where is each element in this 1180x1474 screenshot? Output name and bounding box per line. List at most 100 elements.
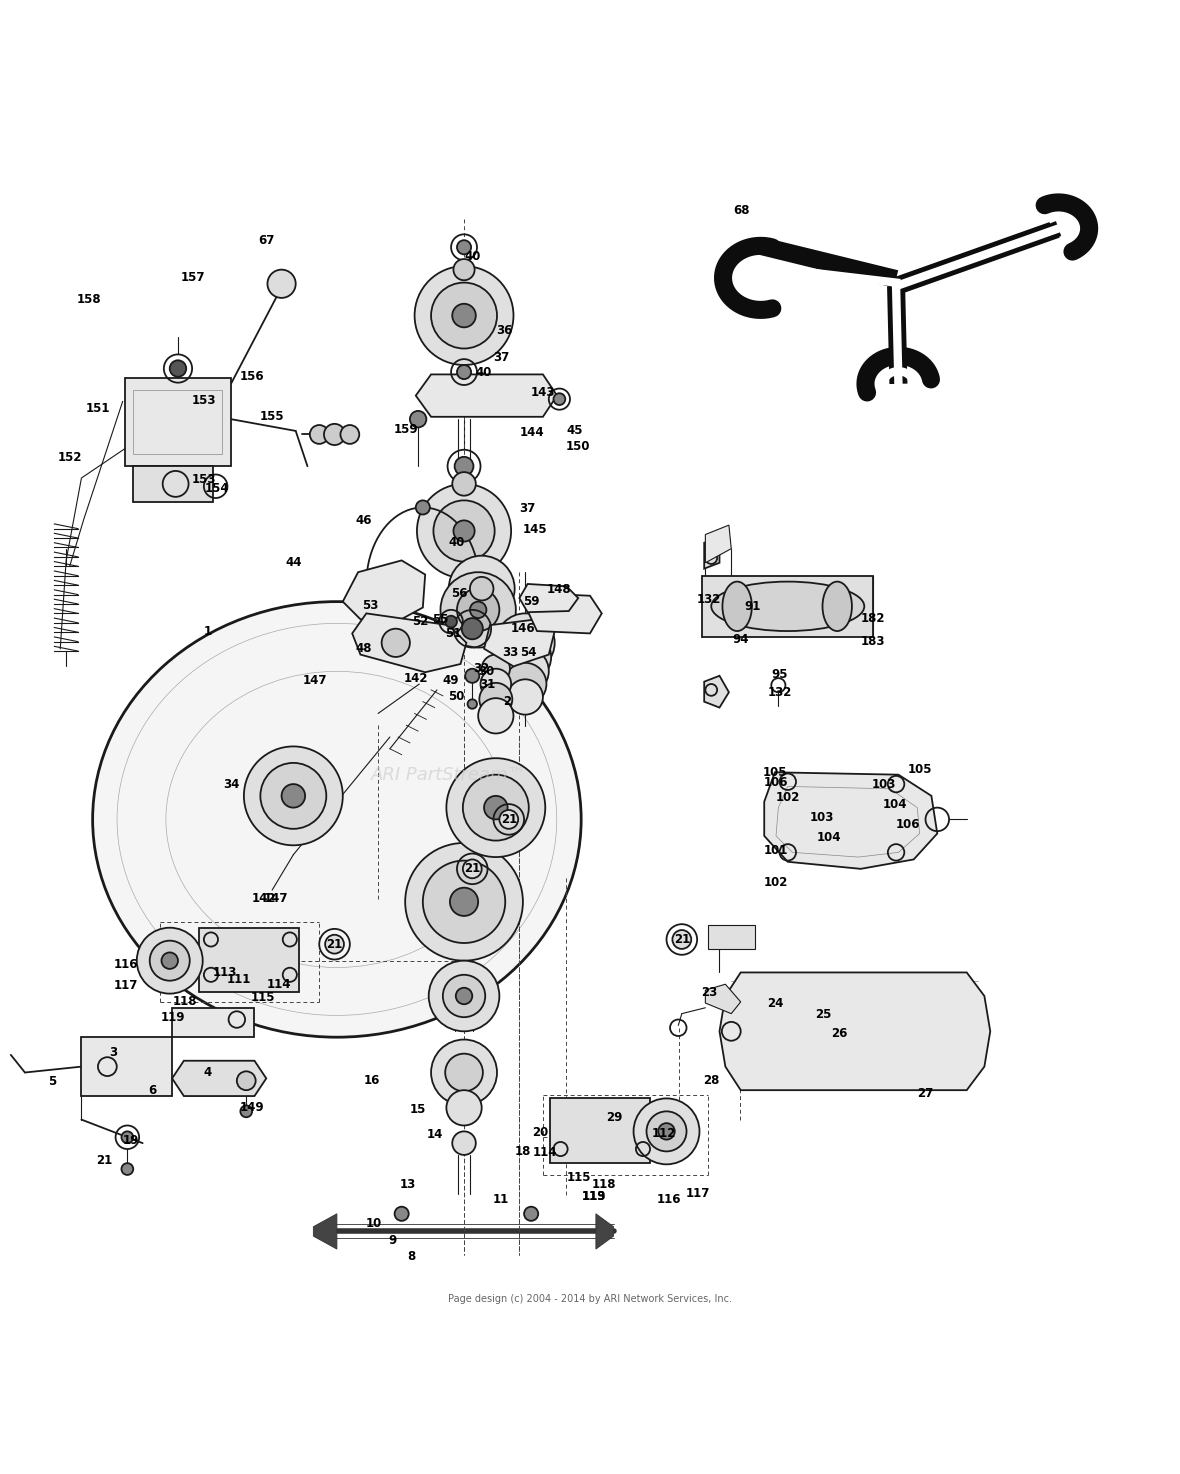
Text: 67: 67	[258, 234, 275, 246]
Circle shape	[499, 631, 551, 682]
Text: 145: 145	[523, 523, 548, 537]
Text: 55: 55	[432, 613, 448, 626]
Circle shape	[484, 796, 507, 820]
Text: 10: 10	[366, 1216, 381, 1229]
Text: 91: 91	[745, 600, 761, 613]
Text: 30: 30	[478, 665, 494, 678]
Circle shape	[450, 887, 478, 915]
Text: 146: 146	[511, 622, 536, 635]
Text: 152: 152	[58, 451, 81, 464]
Text: 156: 156	[240, 370, 264, 383]
Text: 51: 51	[445, 626, 461, 640]
Text: ARI PartStream™: ARI PartStream™	[371, 765, 526, 784]
Text: 26: 26	[832, 1027, 847, 1041]
Text: 103: 103	[809, 811, 834, 824]
Polygon shape	[342, 560, 425, 622]
Text: 94: 94	[733, 632, 749, 646]
Text: 154: 154	[204, 482, 229, 495]
Text: 2: 2	[504, 696, 512, 708]
Polygon shape	[352, 613, 466, 672]
Text: 56: 56	[451, 587, 467, 600]
Text: 34: 34	[223, 778, 240, 790]
Ellipse shape	[92, 601, 582, 1038]
Circle shape	[524, 1207, 538, 1220]
Text: 114: 114	[267, 977, 291, 991]
Text: 46: 46	[355, 514, 372, 526]
Text: 182: 182	[860, 612, 885, 625]
Circle shape	[673, 930, 691, 949]
Text: 33: 33	[502, 646, 518, 659]
Text: 106: 106	[763, 777, 788, 790]
Circle shape	[452, 1132, 476, 1156]
Text: 59: 59	[523, 595, 539, 609]
Circle shape	[162, 952, 178, 968]
Ellipse shape	[712, 582, 864, 631]
Circle shape	[446, 1091, 481, 1126]
Text: 115: 115	[250, 991, 275, 1004]
Text: 13: 13	[399, 1178, 415, 1191]
Text: 183: 183	[860, 635, 885, 649]
Circle shape	[463, 859, 481, 879]
Circle shape	[470, 601, 486, 618]
Text: 21: 21	[96, 1154, 112, 1167]
Text: 116: 116	[114, 958, 138, 971]
Text: 21: 21	[500, 812, 517, 825]
Text: 6: 6	[148, 1083, 156, 1097]
Circle shape	[507, 625, 543, 660]
Bar	[550, 1098, 650, 1163]
Text: 147: 147	[263, 892, 288, 905]
Text: 32: 32	[473, 662, 490, 675]
Bar	[133, 466, 214, 501]
Circle shape	[261, 764, 327, 828]
Circle shape	[499, 811, 518, 828]
Text: 21: 21	[464, 862, 480, 876]
Text: 37: 37	[519, 503, 536, 514]
Text: 104: 104	[817, 830, 841, 843]
Text: 68: 68	[734, 205, 750, 217]
Text: 18: 18	[514, 1145, 531, 1159]
Polygon shape	[81, 1008, 255, 1097]
Polygon shape	[596, 1213, 614, 1248]
Circle shape	[440, 572, 516, 647]
Text: 105: 105	[907, 764, 932, 777]
Text: 143: 143	[531, 386, 555, 398]
Text: 148: 148	[548, 584, 571, 597]
Text: 114: 114	[533, 1147, 557, 1159]
Text: 95: 95	[772, 668, 788, 681]
Text: 15: 15	[409, 1103, 426, 1116]
Text: 115: 115	[568, 1170, 591, 1184]
Circle shape	[553, 394, 565, 405]
Circle shape	[394, 1207, 408, 1220]
Text: 16: 16	[363, 1075, 380, 1088]
Text: 27: 27	[917, 1088, 933, 1100]
Circle shape	[448, 556, 514, 622]
Polygon shape	[706, 985, 741, 1014]
Text: 157: 157	[181, 271, 205, 284]
Text: 159: 159	[394, 423, 419, 436]
Circle shape	[496, 613, 555, 672]
Text: 40: 40	[448, 537, 465, 550]
Text: 117: 117	[686, 1187, 710, 1200]
Circle shape	[137, 927, 203, 993]
Polygon shape	[708, 926, 755, 949]
Circle shape	[431, 283, 497, 348]
Circle shape	[409, 411, 426, 427]
Text: 9: 9	[388, 1234, 396, 1247]
Circle shape	[658, 1123, 675, 1139]
Text: 153: 153	[191, 394, 216, 407]
Bar	[702, 576, 872, 637]
Text: 14: 14	[426, 1129, 442, 1141]
Circle shape	[381, 629, 409, 657]
Text: 52: 52	[412, 615, 428, 628]
Polygon shape	[484, 619, 555, 666]
Polygon shape	[706, 525, 732, 563]
Text: 1: 1	[203, 625, 211, 638]
Text: 20: 20	[532, 1126, 549, 1139]
Polygon shape	[519, 584, 578, 612]
Ellipse shape	[822, 582, 852, 631]
Bar	[125, 377, 231, 466]
Circle shape	[507, 680, 543, 715]
Text: 21: 21	[674, 933, 690, 946]
Text: 142: 142	[404, 672, 428, 684]
Text: 21: 21	[327, 937, 342, 951]
